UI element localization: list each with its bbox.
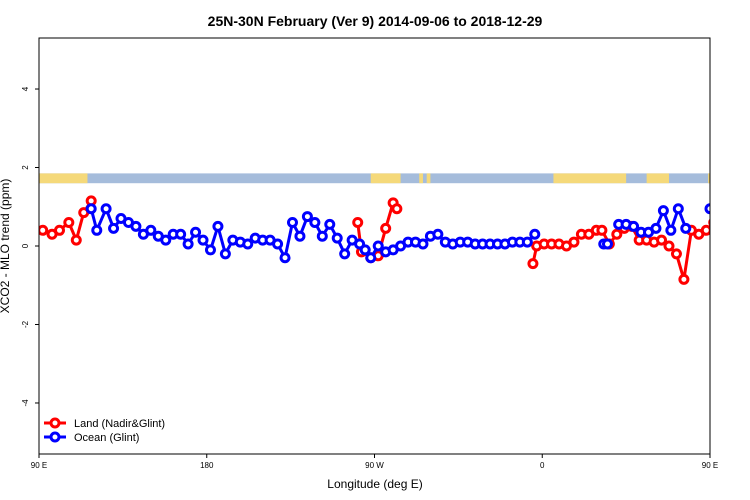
series-land-point	[380, 222, 392, 234]
series-land-point	[656, 234, 668, 246]
series-ocean-point	[160, 234, 172, 246]
series-ocean-point	[721, 226, 729, 234]
series-ocean-point	[204, 244, 216, 256]
x-tick-label: 180	[200, 461, 214, 470]
series-land-point	[39, 224, 49, 236]
series-ocean-point	[521, 236, 533, 248]
series-land-point	[663, 240, 675, 252]
series-land-point	[611, 228, 623, 240]
series-land-point	[391, 203, 403, 215]
series-ocean-point	[175, 228, 187, 240]
series-land-point	[736, 222, 744, 230]
series-ocean-point	[359, 244, 371, 256]
series-ocean-point	[316, 230, 328, 242]
series-ocean-point	[130, 220, 142, 232]
y-axis: 4 2 0 -2 -4	[21, 86, 39, 407]
series-land-point	[728, 197, 736, 205]
series-ocean-point	[650, 222, 662, 234]
x-axis-label: Longitude (deg E)	[327, 477, 422, 491]
plot-area	[39, 173, 750, 285]
x-tick-label: 90 E	[702, 461, 718, 470]
series-land-point	[568, 236, 580, 248]
series-ocean-point	[324, 218, 336, 230]
series-ocean-point	[704, 203, 710, 215]
surface-strip-land-4	[553, 173, 627, 184]
series-ocean-point	[736, 224, 744, 232]
legend-land-marker	[49, 417, 61, 429]
series-ocean-point	[365, 252, 377, 264]
series-land-point	[678, 273, 690, 285]
x-tick-label: 90 W	[365, 461, 384, 470]
series-ocean-point	[657, 205, 669, 217]
legend-land-label: Land (Nadir&Glint)	[74, 418, 165, 430]
surface-strip-land-1	[370, 173, 401, 184]
series-ocean-point	[331, 232, 343, 244]
y-tick-label: -4	[21, 399, 30, 407]
series-land-point	[670, 248, 682, 260]
legend-ocean-marker	[49, 431, 61, 443]
series-ocean-point	[294, 230, 306, 242]
series-ocean-point	[85, 203, 97, 215]
series-land-point	[54, 224, 66, 236]
series-ocean-point	[100, 203, 112, 215]
x-tick-label: 0	[540, 461, 545, 470]
series-ocean-point	[529, 228, 541, 240]
x-tick-label: 90 E	[31, 461, 47, 470]
series-ocean-point	[272, 238, 284, 250]
series-ocean-point	[286, 216, 298, 228]
y-tick-label: 0	[21, 243, 30, 248]
series-ocean-point	[680, 222, 692, 234]
series-ocean-point	[432, 228, 444, 240]
series-ocean-point	[279, 252, 291, 264]
series-land-point	[721, 209, 729, 217]
surface-strip-land-6	[708, 173, 710, 184]
y-tick-label: 4	[21, 86, 30, 91]
y-tick-label: 2	[21, 165, 30, 170]
series-ocean-point	[197, 234, 209, 246]
surface-strip-land-2	[419, 173, 423, 184]
series-land-point	[713, 236, 721, 244]
series-land-point	[700, 224, 710, 236]
chart-title: 25N-30N February (Ver 9) 2014-09-06 to 2…	[208, 13, 543, 29]
series-ocean-point	[339, 248, 351, 260]
series-ocean-point	[728, 205, 736, 213]
series-land-point	[708, 218, 710, 227]
series-ocean-point	[242, 238, 254, 250]
surface-strip-land-5	[646, 173, 669, 184]
y-tick-label: -2	[21, 320, 30, 328]
series-ocean-point	[417, 238, 429, 250]
series-ocean-point	[108, 222, 120, 234]
series-ocean-point	[219, 248, 231, 260]
series-ocean-point	[91, 224, 103, 236]
surface-strip-land-0	[39, 173, 88, 184]
legend: Land (Nadir&Glint) Ocean (Glint)	[44, 417, 165, 444]
series-land-point	[527, 258, 539, 270]
surface-strip-land-3	[426, 173, 431, 184]
series-ocean-point	[301, 211, 313, 223]
legend-ocean-label: Ocean (Glint)	[74, 432, 139, 444]
series-land-point	[70, 234, 82, 246]
series-ocean-point	[665, 224, 677, 236]
series-ocean-point	[372, 240, 384, 252]
series-land-point	[63, 216, 75, 228]
series-ocean-line-3	[708, 208, 710, 212]
series-ocean-point	[601, 238, 613, 250]
series-ocean-point	[182, 238, 194, 250]
y-axis-label: XCO2 - MLO trend (ppm)	[0, 179, 12, 314]
x-axis: 90 E 180 90 W 0 90 E	[31, 454, 718, 470]
series-ocean-point	[672, 203, 684, 215]
series-land-point	[743, 230, 750, 238]
series-ocean-point	[743, 215, 750, 223]
series-land-point	[596, 224, 608, 236]
series-ocean-point	[628, 220, 640, 232]
series-land-point	[352, 216, 364, 228]
series-ocean-point	[190, 226, 202, 238]
series-ocean-point	[212, 220, 224, 232]
series-ocean-point	[309, 216, 321, 228]
series-ocean-point	[145, 224, 157, 236]
